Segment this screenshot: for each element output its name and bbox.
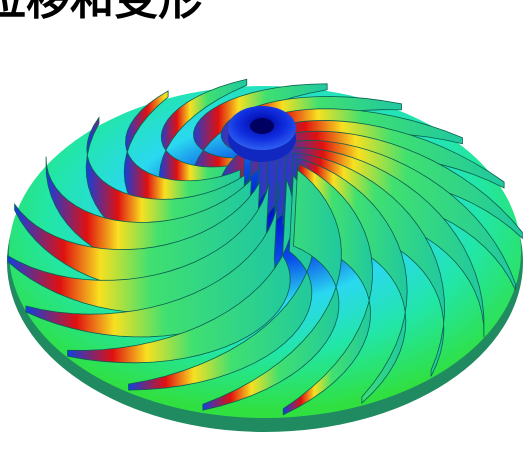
blade (67, 179, 294, 364)
caption: 位移和变形 (0, 0, 202, 22)
blade (202, 169, 342, 411)
hub-bore (250, 118, 274, 134)
